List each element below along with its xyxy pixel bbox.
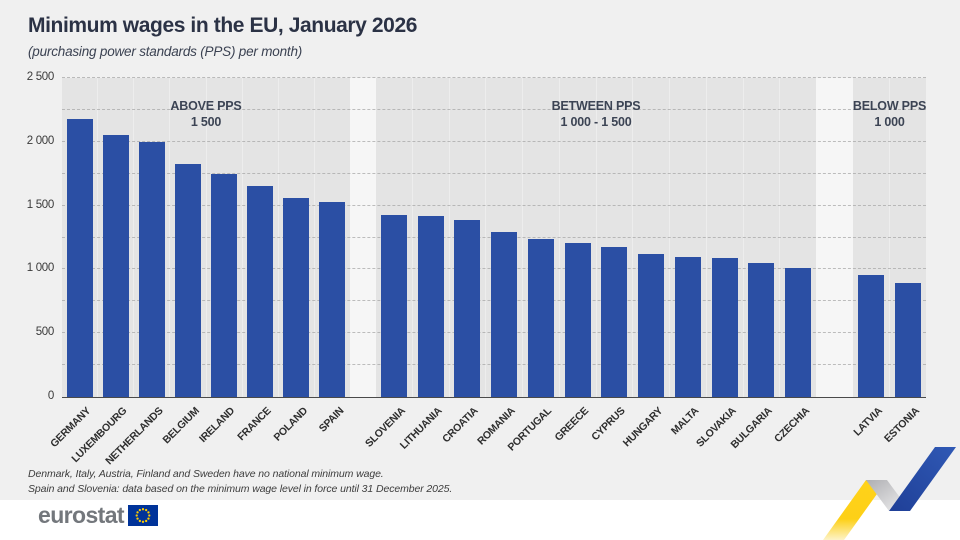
x-axis-label: BELGIUM [160,405,202,447]
eurostat-logo: eurostat [38,504,158,527]
x-axis-label: IRELAND [197,405,238,446]
x-axis-label: FRANCE [235,405,274,444]
section-header: ABOVE PPS 1 500 [170,99,242,130]
bar-poland [283,197,310,397]
bar-bulgaria [748,263,775,397]
section-header: BELOW PPS 1 000 [852,99,927,130]
x-axis-label: MALTA [669,405,702,438]
bar-column: ESTONIA [882,78,926,445]
eurostat-ribbon-graphic [823,447,956,540]
bar-column: BELGIUM [160,78,205,446]
bar-croatia [454,220,481,397]
chart-section-3: BELOW PPS 1 000 LATVIA ESTONIA [851,78,926,445]
page-subtitle: (purchasing power standards (PPS) per mo… [28,44,303,59]
bar-column: PORTUGAL [506,78,559,453]
bar-malta [674,257,701,397]
bar-column: LATVIA [851,78,889,438]
bar-portugal [527,238,554,397]
y-axis-tick-label: 500 [35,326,55,339]
x-axis-label: SPAIN [316,405,346,435]
bottom-white-strip [0,500,960,540]
y-axis-tick-label: 0 [47,390,54,402]
eurostat-wordmark: eurostat [38,502,125,528]
bar-netherlands [138,141,165,397]
ribbon-yellow-stroke [823,480,887,540]
bar-column: SLOVAKIA [694,78,743,450]
page-title: Minimum wages in the EU, January 2026 [28,14,417,37]
bar-ireland [211,174,238,397]
footnotes: Denmark, Italy, Austria, Finland and Swe… [28,467,452,496]
bar-column: FRANCE [236,78,278,443]
chart-section-2: BETWEEN PPS 1 000 - 1 500 SLOVENIA LITHUANI… [363,78,816,453]
bar-luxembourg [102,135,129,397]
bar-germany [66,119,93,397]
x-axis-label: LATVIA [851,405,885,439]
bar-czechia [785,267,812,397]
bar-spain [319,202,346,397]
bar-lithuania [417,215,444,397]
bar-column: CYPRUS [590,78,633,443]
bar-column: GERMANY [48,78,97,450]
bar-column: CROATIA [441,78,486,445]
bar-column: MALTA [669,78,706,437]
y-axis-tick-label: 2 500 [26,71,55,83]
ribbon-blue-stroke [889,447,956,511]
footnote-line-2: Spain and Slovenia: data based on the mi… [28,482,453,495]
bar-column: SLOVENIA [363,78,412,450]
bar-estonia [895,283,921,397]
section-gap [816,78,853,397]
bar-romania [491,232,518,397]
y-axis-tick-label: 1 000 [26,262,55,275]
bar-cyprus [601,247,628,397]
bar-france [247,186,274,397]
chart-section-1: ABOVE PPS 1 500 GERMANY LUXEMBOURG NETHERLAN… [48,78,350,467]
bar-column: IRELAND [198,78,242,445]
bar-latvia [858,275,884,397]
x-axis-label: POLAND [271,405,310,444]
x-axis-label: ESTONIA [881,405,922,445]
x-axis-label: CZECHIA [771,405,812,446]
footnote-line-1: Denmark, Italy, Austria, Finland and Swe… [28,468,384,480]
bar-column: LITHUANIA [398,78,449,452]
y-axis-tick-label: 2 000 [26,134,55,147]
bar-greece [564,243,591,397]
bar-slovenia [380,215,407,397]
eu-flag-icon [127,505,158,526]
y-axis-tick-label: 1 500 [26,198,55,211]
bar-column: NETHERLANDS [103,78,169,467]
bar-column: BULGARIA [729,78,780,451]
bar-slovakia [711,257,738,397]
bar-column: ROMANIA [475,78,522,447]
bar-column: LUXEMBOURG [69,78,133,465]
bar-hungary [638,254,665,397]
section-gap [350,78,376,397]
section-header: BETWEEN PPS 1 000 - 1 500 [551,99,641,130]
x-axis-label: GREECE [552,405,592,444]
x-axis-label: CYPRUS [589,405,628,444]
bar-chart-plot-area: ABOVE PPS 1 500 GERMANY LUXEMBOURG NETHERLAN… [48,77,926,467]
bar-column: POLAND [271,78,314,444]
bar-column: HUNGARY [620,78,669,449]
x-axis-label: HUNGARY [620,405,665,450]
bar-belgium [174,163,201,397]
